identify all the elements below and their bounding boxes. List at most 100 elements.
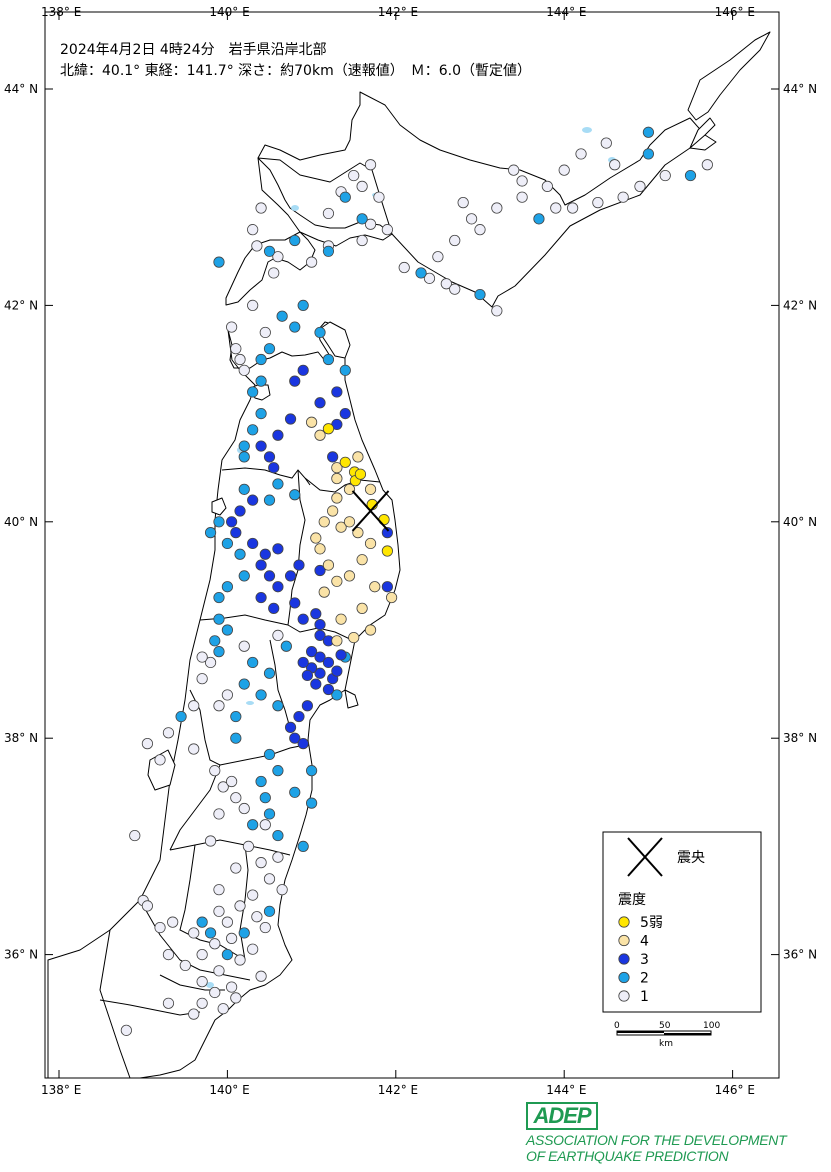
station-intensity-1	[154, 921, 166, 934]
station-intensity-3	[268, 602, 280, 614]
station-intensity-2	[339, 364, 351, 376]
station-intensity-4	[318, 516, 330, 528]
station-intensity-1	[364, 218, 377, 230]
station-intensity-2	[238, 440, 250, 452]
station-intensity-4	[314, 429, 326, 441]
station-intensity-4	[343, 570, 356, 582]
lon-label-top: 146° E	[715, 5, 755, 19]
station-intensity-3	[331, 386, 343, 398]
station-intensity-1	[230, 862, 242, 874]
station-intensity-1	[154, 754, 166, 766]
station-intensity-1	[188, 927, 200, 939]
station-intensity-4	[356, 602, 368, 614]
station-intensity-1	[259, 819, 271, 831]
station-intensity-3	[310, 608, 322, 620]
station-intensity-2	[196, 916, 208, 928]
station-intensity-1	[701, 159, 713, 171]
station-intensity-3	[289, 375, 301, 387]
station-intensity-2	[314, 326, 326, 339]
station-intensity-4	[352, 451, 364, 463]
station-intensity-2	[339, 191, 351, 203]
border-fukushima-south	[169, 839, 291, 856]
station-intensity-3	[284, 570, 297, 582]
station-intensity-1	[356, 180, 368, 192]
station-intensity-3	[226, 516, 238, 528]
station-intensity-2	[642, 126, 655, 138]
station-intensity-4	[331, 492, 343, 504]
station-intensity-1	[259, 326, 271, 339]
station-intensity-1	[120, 1024, 132, 1036]
oga-peninsula	[211, 497, 227, 516]
epicenter-x-stroke	[351, 490, 390, 532]
station-intensity-1	[272, 251, 284, 263]
station-intensity-1	[141, 900, 154, 912]
station-intensity-3	[284, 721, 297, 733]
station-intensity-1	[474, 224, 486, 236]
scale-bar: 0 50 100 km	[614, 1021, 720, 1049]
station-intensity-1	[516, 175, 528, 187]
hokkaido-outline	[257, 91, 717, 308]
station-intensity-2	[263, 343, 276, 355]
station-intensity-2	[322, 245, 335, 257]
station-intensity-1	[162, 948, 175, 961]
lon-label-bottom: 142° E	[378, 1083, 418, 1097]
station-intensity-2	[272, 765, 284, 777]
station-intensity-3	[230, 527, 242, 539]
station-intensity-4	[322, 559, 335, 571]
event-parameters: 北緯：40.1° 東経：141.7° 深さ：約70km（速報値） Ｍ：6.0（暫…	[60, 63, 531, 79]
station-intensity-4	[369, 581, 381, 593]
station-intensity-1	[373, 191, 385, 203]
station-intensity-3	[381, 527, 393, 539]
station-intensity-2	[221, 624, 233, 636]
station-intensity-1	[575, 148, 587, 160]
legend-swatch	[618, 990, 630, 1002]
station-intensity-1	[238, 802, 250, 815]
station-intensity-4	[331, 575, 343, 587]
station-intensity-2	[255, 375, 267, 387]
station-intensity-2	[221, 537, 233, 550]
station-intensity-2	[276, 310, 288, 322]
station-intensity-1	[609, 159, 621, 171]
border-aomori-iwate	[304, 477, 381, 493]
station-intensity-1	[550, 202, 562, 214]
station-intensity-1	[276, 884, 288, 896]
adep-logo-badge: ADEP	[526, 1102, 598, 1130]
station-intensity-1	[226, 981, 238, 993]
station-intensity-1	[196, 997, 208, 1009]
legend-item-label: 4	[640, 934, 649, 950]
station-intensity-2	[255, 689, 267, 701]
station-intensity-2	[415, 267, 427, 279]
station-intensity-1	[516, 191, 528, 203]
station-intensity-2	[642, 148, 655, 160]
station-intensity-2	[238, 678, 250, 690]
station-intensity-3	[263, 451, 276, 463]
station-intensity-2	[263, 905, 276, 917]
station-intensity-3	[263, 570, 276, 582]
station-intensity-4	[331, 462, 343, 474]
station-intensity-2	[259, 792, 271, 804]
station-intensity-3	[289, 597, 301, 609]
lon-label-top: 140° E	[209, 5, 249, 19]
lon-label-top: 142° E	[378, 5, 418, 19]
station-intensity-2	[238, 451, 250, 463]
station-intensity-2	[247, 656, 259, 669]
legend-swatch	[618, 971, 630, 984]
adep-logo: ADEP ASSOCIATION FOR THE DEVELOPMENT OF …	[526, 1102, 787, 1168]
station-intensity-2	[474, 288, 486, 301]
station-intensity-1	[196, 673, 208, 685]
station-intensity-1	[247, 889, 259, 901]
lake	[291, 205, 299, 211]
station-intensity-4	[364, 537, 377, 550]
station-intensity-3	[293, 559, 305, 571]
station-intensity-3	[301, 669, 313, 682]
station-intensity-3	[314, 651, 326, 663]
station-intensity-3	[335, 649, 347, 661]
station-intensity-1	[204, 835, 217, 847]
scale-bar-segment	[664, 1033, 711, 1035]
border-tochigi-ibaraki	[239, 844, 249, 961]
legend-swatch	[618, 916, 630, 928]
lon-label-top: 144° E	[546, 5, 586, 19]
border-miyagi-yamagata	[269, 639, 291, 729]
station-markers	[120, 126, 713, 1036]
station-intensity-1	[213, 884, 225, 896]
